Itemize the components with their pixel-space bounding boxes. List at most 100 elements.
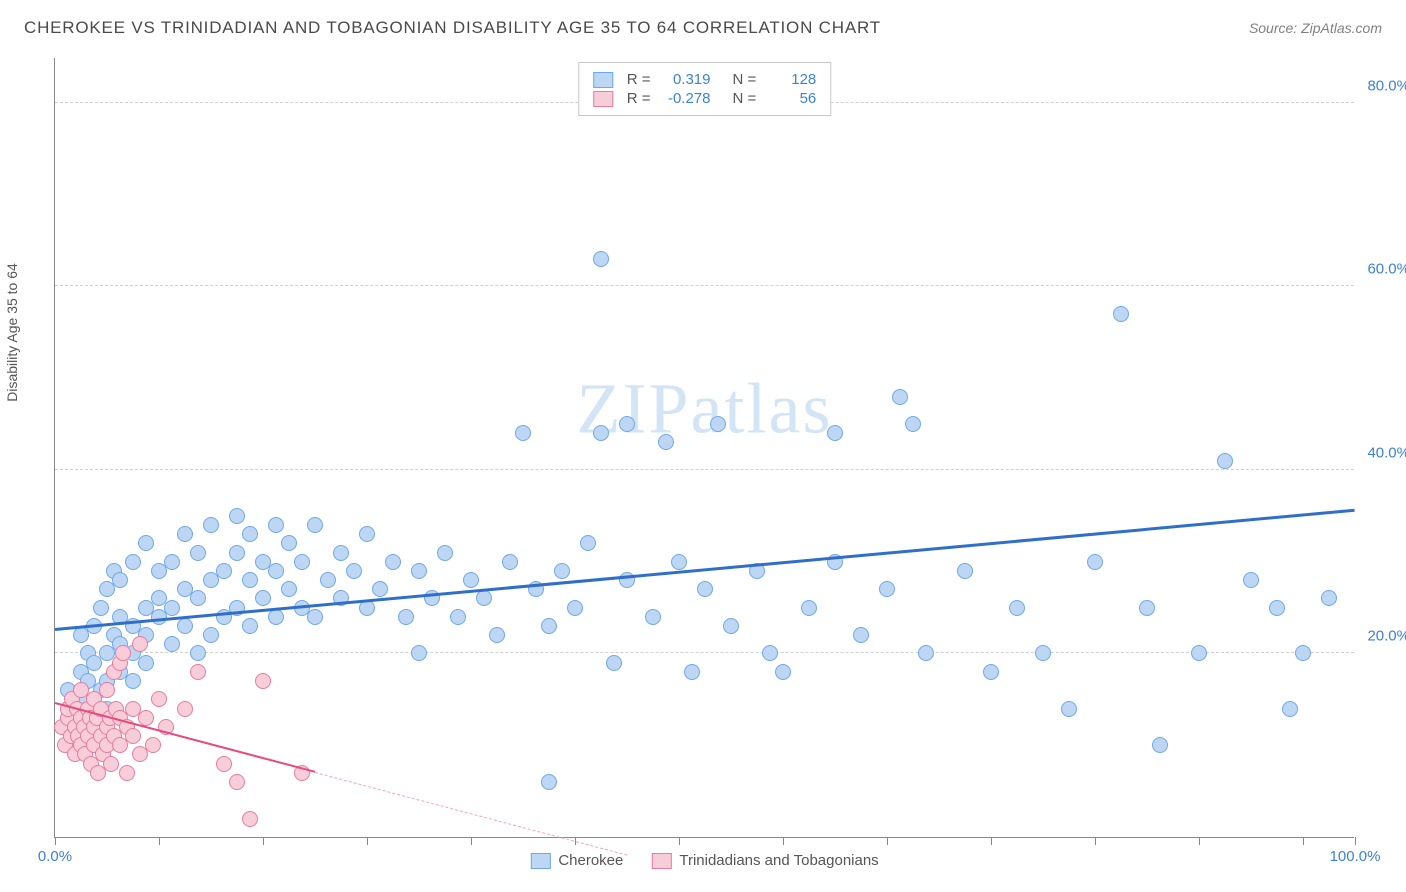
scatter-point [801,600,817,616]
correlation-legend: R =0.319N =128R =-0.278N =56 [578,62,832,116]
scatter-point [177,618,193,634]
x-tick [1303,837,1304,845]
x-tick-label: 0.0% [38,848,72,865]
scatter-point [359,526,375,542]
scatter-point [164,554,180,570]
scatter-point [1295,645,1311,661]
scatter-point [119,765,135,781]
scatter-point [203,627,219,643]
scatter-point [93,600,109,616]
scatter-point [1087,554,1103,570]
scatter-point [827,425,843,441]
scatter-point [103,756,119,772]
chart-container: Disability Age 35 to 64 ZIPatlas R =0.31… [20,48,1386,878]
scatter-point [502,554,518,570]
series-legend: Cherokee Trinidadians and Tobagonians [530,852,878,869]
scatter-point [853,627,869,643]
legend-stat-row: R =-0.278N =56 [593,90,817,107]
scatter-point [255,673,271,689]
scatter-point [125,728,141,744]
scatter-point [268,609,284,625]
scatter-point [463,572,479,588]
scatter-point [1282,701,1298,717]
scatter-point [216,563,232,579]
x-tick [367,837,368,845]
scatter-point [489,627,505,643]
scatter-point [645,609,661,625]
x-tick [991,837,992,845]
scatter-point [164,636,180,652]
scatter-point [1269,600,1285,616]
gridline [55,285,1354,286]
scatter-point [905,416,921,432]
legend-swatch [593,91,613,107]
scatter-point [1152,737,1168,753]
scatter-point [658,434,674,450]
scatter-point [320,572,336,588]
legend-series-item: Cherokee [530,852,623,869]
scatter-point [541,618,557,634]
n-label: N = [733,71,757,88]
legend-swatch [593,72,613,88]
scatter-point [132,636,148,652]
r-value: 0.319 [659,71,711,88]
scatter-point [242,572,258,588]
x-tick [471,837,472,845]
x-tick [55,837,56,845]
scatter-point [138,655,154,671]
x-tick [1199,837,1200,845]
legend-swatch [651,853,671,869]
scatter-point [918,645,934,661]
r-label: R = [627,71,651,88]
scatter-point [554,563,570,579]
scatter-point [385,554,401,570]
n-label: N = [733,90,757,107]
scatter-point [190,664,206,680]
scatter-point [619,416,635,432]
scatter-point [515,425,531,441]
x-tick-label: 100.0% [1330,848,1381,865]
y-tick-label: 40.0% [1367,444,1406,461]
legend-swatch [530,853,550,869]
watermark: ZIPatlas [577,367,833,450]
scatter-point [125,673,141,689]
y-tick-label: 80.0% [1367,77,1406,94]
scatter-point [164,600,180,616]
scatter-point [138,710,154,726]
scatter-point [1139,600,1155,616]
scatter-point [437,545,453,561]
scatter-point [723,618,739,634]
scatter-point [177,526,193,542]
scatter-point [684,664,700,680]
scatter-point [1035,645,1051,661]
scatter-point [216,756,232,772]
scatter-point [710,416,726,432]
gridline [55,652,1354,653]
scatter-point [294,554,310,570]
scatter-point [1009,600,1025,616]
scatter-point [307,517,323,533]
n-value: 128 [764,71,816,88]
scatter-point [268,517,284,533]
y-tick-label: 60.0% [1367,261,1406,278]
scatter-point [775,664,791,680]
scatter-point [593,425,609,441]
scatter-point [476,590,492,606]
r-value: -0.278 [659,90,711,107]
legend-series-item: Trinidadians and Tobagonians [651,852,878,869]
scatter-point [242,811,258,827]
scatter-point [411,563,427,579]
scatter-point [138,535,154,551]
scatter-point [1321,590,1337,606]
x-tick [1095,837,1096,845]
gridline [55,469,1354,470]
x-tick [263,837,264,845]
scatter-point [190,590,206,606]
scatter-point [1113,306,1129,322]
scatter-point [398,609,414,625]
legend-stat-row: R = 0.319 N = 128 [593,71,817,88]
scatter-point [671,554,687,570]
scatter-point [115,645,131,661]
y-axis-label: Disability Age 35 to 64 [4,263,20,402]
x-tick [783,837,784,845]
